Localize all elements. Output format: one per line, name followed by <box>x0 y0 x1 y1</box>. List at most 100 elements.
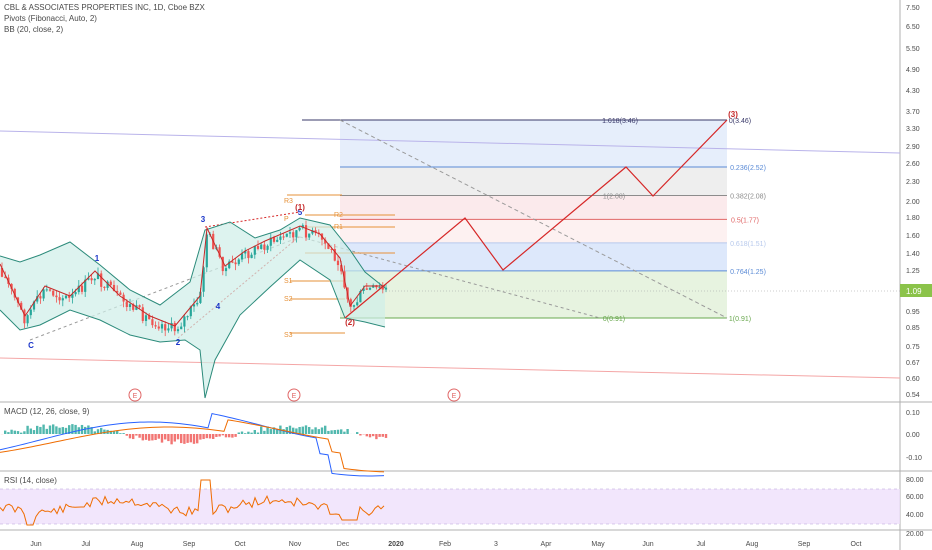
bb-basis <box>0 225 385 327</box>
fib-level-label: 1(2.08) <box>603 193 625 200</box>
wave-label: 1 <box>95 254 100 263</box>
macd-histogram-bar <box>224 434 228 438</box>
macd-histogram-bar <box>250 432 253 434</box>
candle-body <box>308 233 311 238</box>
price-axis-tick: 0.67 <box>906 360 920 367</box>
macd-histogram-bar <box>183 434 186 444</box>
candle-body <box>106 281 109 288</box>
pivot-label: P <box>284 216 289 223</box>
candle-body <box>333 248 336 261</box>
candle-body <box>301 225 304 228</box>
macd-histogram-bar <box>356 432 359 434</box>
bollinger-upper <box>0 217 386 306</box>
candle-body <box>144 315 148 321</box>
bollinger-band-fill <box>0 218 385 398</box>
candle-body <box>100 273 103 287</box>
current-price-value: 1.09 <box>906 287 922 296</box>
macd-histogram-bar <box>154 434 157 441</box>
macd-histogram-bar <box>16 431 20 434</box>
candle-body <box>240 253 244 260</box>
macd-histogram-bar <box>122 433 125 434</box>
candle-body <box>29 309 32 316</box>
macd-histogram-bar <box>199 434 202 440</box>
price-axis-tick: 6.50 <box>906 24 920 31</box>
macd-histogram-bar <box>237 432 240 434</box>
macd-histogram-bar <box>221 434 224 436</box>
price-axis-tick: 4.90 <box>906 67 920 74</box>
candle-body <box>266 245 269 250</box>
fib-level-label: 0.236(2.52) <box>730 165 766 172</box>
macd-histogram-bar <box>308 426 311 434</box>
macd-histogram-bar <box>202 434 205 440</box>
time-axis-tick: 3 <box>494 541 498 548</box>
candle-body <box>16 297 20 303</box>
candle-body <box>221 256 224 272</box>
price-axis-tick: 0.75 <box>906 344 920 351</box>
fib-diagonal <box>339 119 728 319</box>
macd-histogram-bar <box>13 430 16 434</box>
candle-body <box>199 291 202 303</box>
wave-label: 5 <box>298 208 303 217</box>
candle-body <box>48 289 52 291</box>
candle-body <box>189 306 192 317</box>
candle-body <box>42 289 45 299</box>
time-axis-tick: Sep <box>798 541 811 548</box>
candle-body <box>170 322 173 329</box>
time-axis-tick: Jul <box>697 541 706 548</box>
earnings-marker-label: E <box>292 393 297 400</box>
candle-body <box>157 326 160 329</box>
pivots-legend: Pivots (Fibonacci, Auto, 2) <box>4 14 97 23</box>
macd-histogram-bar <box>10 429 13 434</box>
macd-histogram-bar <box>384 434 388 438</box>
fib-level-label: 0(0.91) <box>603 316 625 323</box>
macd-histogram-bar <box>103 429 106 434</box>
earnings-marker-label: E <box>452 393 457 400</box>
candle-body <box>285 233 288 237</box>
macd-histogram-bar <box>68 425 71 434</box>
earnings-marker-label: E <box>133 393 138 400</box>
macd-histogram-bar <box>167 434 170 442</box>
macd-histogram-bar <box>231 434 234 438</box>
candle-body <box>218 247 221 257</box>
trend-line <box>0 130 901 154</box>
signal-line <box>0 419 385 473</box>
fib-level-label: 1(0.91) <box>729 316 751 323</box>
candle-body <box>192 304 196 307</box>
time-axis-tick: Oct <box>851 541 862 548</box>
fib-level-label: 0(3.46) <box>729 118 751 125</box>
macd-histogram-bar <box>311 429 314 434</box>
candle-body <box>260 244 263 249</box>
macd-histogram-bar <box>336 429 340 434</box>
macd-histogram-bar <box>189 434 192 443</box>
macd-histogram-bar <box>215 434 218 437</box>
time-axis-tick: Aug <box>746 541 759 548</box>
candle-body <box>384 287 388 290</box>
macd-histogram-bar <box>212 434 215 439</box>
macd-histogram-bar <box>180 434 183 444</box>
macd-histogram-bar <box>365 434 368 437</box>
macd-histogram-bar <box>96 429 100 434</box>
price-axis-tick: 3.70 <box>906 109 920 116</box>
macd-histogram-bar <box>333 430 336 434</box>
macd-histogram-bar <box>295 428 298 434</box>
macd-histogram-bar <box>340 429 343 434</box>
price-axis-tick: 2.90 <box>906 144 920 151</box>
fib-level-label: 0.382(2.08) <box>730 193 766 200</box>
macd-axis-tick: 0.10 <box>906 410 920 417</box>
macd-histogram-bar <box>135 434 138 436</box>
candle-body <box>20 302 23 310</box>
macd-histogram-bar <box>144 434 148 440</box>
rsi-axis-tick: 20.00 <box>906 531 924 538</box>
macd-histogram-bar <box>52 424 55 434</box>
candle-body <box>224 268 228 272</box>
candle-body <box>58 297 61 301</box>
rsi-line <box>0 479 385 526</box>
price-axis-tick: 4.30 <box>906 88 920 95</box>
macd-histogram-bar <box>55 426 58 434</box>
price-axis-tick: 0.60 <box>906 376 920 383</box>
candle-body <box>10 283 13 289</box>
candle-body <box>80 285 84 292</box>
candle-body <box>356 302 359 306</box>
candle-body <box>279 236 282 240</box>
